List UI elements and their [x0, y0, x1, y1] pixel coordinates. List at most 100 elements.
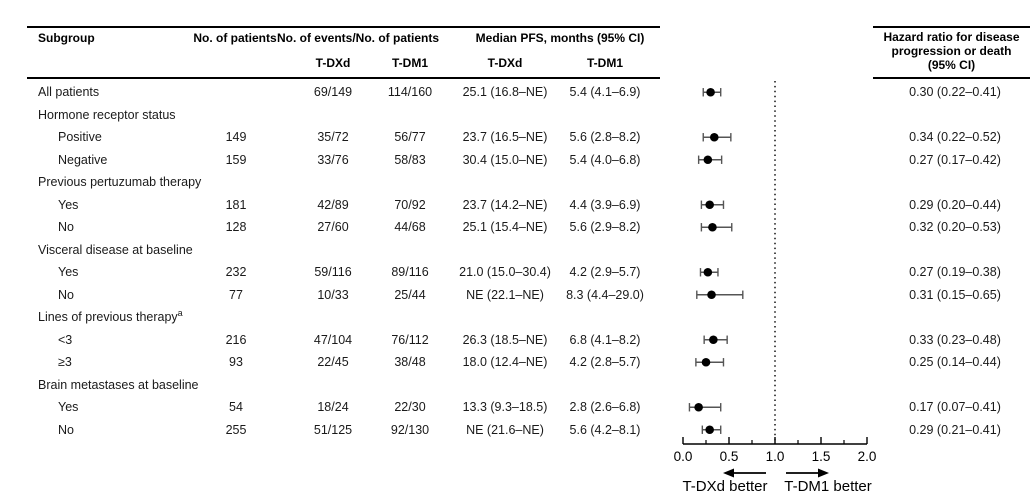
events-tdm1-cell: 22/30 — [394, 400, 426, 414]
table-row: No 128 27/60 44/68 25.1 (15.4–NE) 5.6 (2.9–8.… — [0, 216, 1035, 239]
point-estimate-marker — [701, 357, 711, 367]
events-tdm1-cell — [370, 374, 450, 397]
events-tdm1-cell: 44/68 — [394, 220, 426, 234]
hazard-ratio-cell: 0.29 (0.20–0.44) — [909, 197, 1001, 212]
subgroup-label-text: No — [58, 422, 74, 437]
pfs-tdm1-cell: 6.8 (4.1–8.2) — [569, 332, 641, 347]
hazard-ratio-cell — [877, 171, 1033, 194]
events-tdxd-cell: 27/60 — [317, 220, 349, 234]
subgroup-table: All patients 69/149 114/160 25.1 (16.8–NE) 5… — [0, 81, 1035, 441]
col-header-events: No. of events/No. of patients — [276, 31, 439, 45]
events-tdxd-cell: 22/45 — [317, 355, 349, 369]
patients-cell — [191, 81, 281, 104]
table-row: ≥3 93 22/45 38/48 18.0 (12.4–NE) 4.2 (2.8–5.7… — [0, 351, 1035, 374]
pfs-tdxd-cell: 26.3 (18.5–NE) — [462, 332, 548, 347]
col-header-patients: No. of patients — [193, 31, 277, 45]
events-tdm1-cell — [370, 104, 450, 127]
subgroup-label: No — [58, 216, 74, 239]
axis-tick-label: 1.0 — [766, 449, 785, 464]
events-tdm1-cell: 76/112 — [391, 332, 429, 347]
header-rule-right — [873, 77, 1030, 79]
patients-cell: 54 — [229, 400, 243, 414]
hazard-ratio-cell: 0.31 (0.15–0.65) — [909, 287, 1001, 302]
table-row: No 255 51/125 92/130 NE (21.6–NE) 5.6 (4.2–8.… — [0, 419, 1035, 442]
hazard-ratio-cell: 0.27 (0.17–0.42) — [909, 152, 1001, 167]
point-estimate-marker — [709, 132, 719, 142]
events-tdm1-cell: 89/116 — [391, 265, 429, 279]
axis-tick-label: 0.5 — [720, 449, 739, 464]
subgroup-label: <3 — [58, 329, 72, 352]
subheader-events-tdxd: T-DXd — [315, 56, 351, 70]
subgroup-label: Yes — [58, 261, 78, 284]
point-estimate-marker — [703, 155, 713, 165]
subgroup-label: No — [58, 284, 74, 307]
events-tdm1-cell: 25/44 — [394, 287, 426, 302]
hazard-ratio-cell — [877, 306, 1033, 329]
pfs-tdxd-cell — [450, 374, 560, 397]
subgroup-label-text: Previous pertuzumab therapy — [38, 175, 202, 189]
patients-cell: 232 — [225, 265, 247, 279]
table-row: Positive 149 35/72 56/77 23.7 (16.5–NE) 5.6 (… — [0, 126, 1035, 149]
axis-tick-label: 1.5 — [812, 449, 831, 464]
table-row: Yes 54 18/24 22/30 13.3 (9.3–18.5) 2.8 (2.6–6… — [0, 396, 1035, 419]
axis-tick-label: 2.0 — [858, 449, 877, 464]
hazard-ratio-cell — [877, 104, 1033, 127]
subgroup-label: ≥3 — [58, 351, 72, 374]
events-tdxd-cell: 69/149 — [313, 85, 353, 99]
subgroup-label: Positive — [58, 126, 102, 149]
pfs-tdm1-cell: 4.2 (2.9–5.7) — [569, 265, 641, 279]
patients-cell: 159 — [225, 152, 247, 167]
table-row: Lines of previous therapya — [0, 306, 1035, 329]
patients-cell: 181 — [225, 197, 247, 212]
events-tdm1-cell: 92/130 — [390, 422, 430, 437]
patients-cell: 77 — [229, 287, 243, 302]
pfs-tdxd-cell: NE (22.1–NE) — [466, 287, 544, 302]
subheader-events-tdm1: T-DM1 — [392, 56, 428, 70]
right-arrow-head — [818, 468, 829, 478]
subgroup-label-text: Lines of previous therapy — [38, 310, 178, 324]
hazard-ratio-cell: 0.30 (0.22–0.41) — [909, 85, 1001, 99]
right-direction-label: T-DM1 better — [784, 478, 872, 495]
patients-cell: 93 — [229, 355, 243, 369]
events-tdxd-cell: 47/104 — [313, 332, 353, 347]
col-header-subgroup: Subgroup — [38, 31, 95, 45]
pfs-tdxd-cell: 18.0 (12.4–NE) — [462, 355, 548, 369]
subgroup-label: Visceral disease at baseline — [38, 239, 193, 262]
pfs-tdm1-cell: 5.6 (2.8–8.2) — [569, 130, 641, 144]
point-estimate-marker — [708, 222, 717, 232]
patients-cell: 128 — [225, 220, 247, 234]
pfs-tdm1-cell: 5.6 (2.9–8.2) — [569, 220, 641, 234]
hr-header-line3: (95% CI) — [927, 58, 976, 72]
pfs-tdxd-cell: 25.1 (15.4–NE) — [462, 220, 548, 234]
events-tdm1-cell — [370, 171, 450, 194]
pfs-tdm1-cell: 4.4 (3.9–6.9) — [569, 197, 641, 212]
patients-cell — [191, 306, 281, 329]
hazard-ratio-cell: 0.27 (0.19–0.38) — [909, 265, 1001, 279]
table-row: All patients 69/149 114/160 25.1 (16.8–NE) 5… — [0, 81, 1035, 104]
events-tdxd-cell: 18/24 — [317, 400, 349, 414]
table-row: <3 216 47/104 76/112 26.3 (18.5–NE) 6.8 (4.1–… — [0, 329, 1035, 352]
table-row: Hormone receptor status — [0, 104, 1035, 127]
point-estimate-marker — [707, 290, 716, 300]
patients-cell: 216 — [225, 332, 247, 347]
footnote-marker: a — [177, 307, 183, 318]
subheader-pfs-tdxd: T-DXd — [487, 56, 523, 70]
hazard-ratio-cell: 0.33 (0.23–0.48) — [909, 332, 1001, 347]
pfs-tdxd-cell: 21.0 (15.0–30.4) — [459, 265, 551, 279]
subgroup-label-text: Negative — [58, 152, 108, 167]
events-tdm1-cell: 70/92 — [394, 197, 426, 212]
patients-cell — [191, 171, 281, 194]
events-tdxd-cell: 10/33 — [317, 287, 349, 302]
top-rule-right — [873, 26, 1030, 28]
patients-cell — [191, 374, 281, 397]
forest-plot-canvas: 0.0 0.5 1.0 1.5 2.0 T-DXd better T-DM1 better — [674, 81, 877, 495]
events-tdxd-cell: 59/116 — [314, 265, 352, 279]
hazard-ratio-cell: 0.17 (0.07–0.41) — [909, 400, 1001, 414]
table-row: Previous pertuzumab therapy — [0, 171, 1035, 194]
hazard-ratio-cell: 0.29 (0.21–0.41) — [909, 422, 1001, 437]
table-row: Yes 181 42/89 70/92 23.7 (14.2–NE) 4.4 (3.9–6… — [0, 194, 1035, 217]
events-tdxd-cell — [293, 104, 373, 127]
subgroup-label-text: Hormone receptor status — [38, 107, 176, 122]
subgroup-label: Negative — [58, 149, 107, 172]
subgroup-label-text: Positive — [58, 130, 102, 144]
